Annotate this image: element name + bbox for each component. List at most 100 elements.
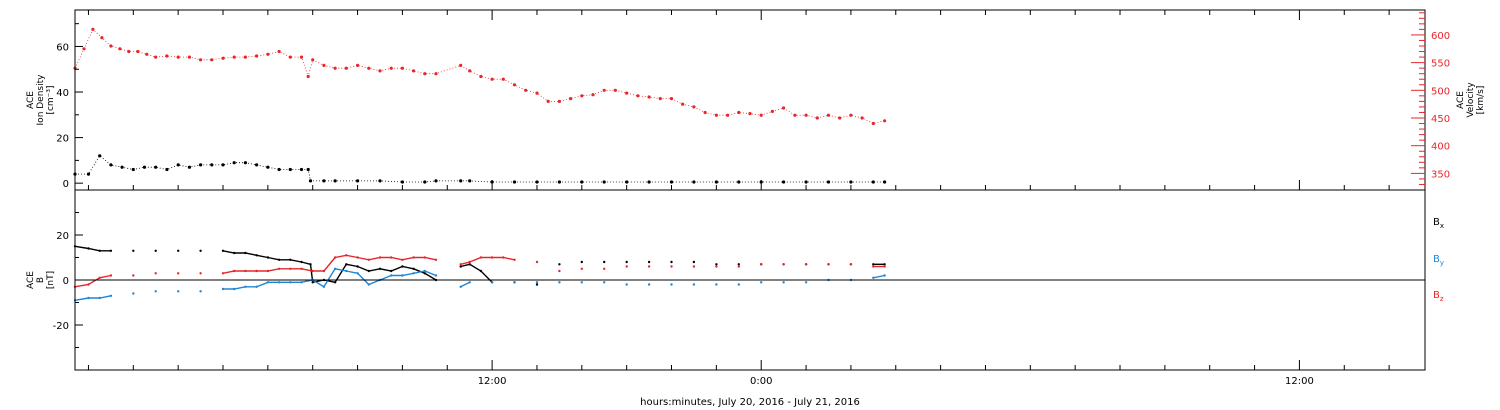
data-point xyxy=(154,272,157,275)
data-point xyxy=(580,260,583,264)
data-point xyxy=(356,256,359,259)
data-point xyxy=(154,165,158,169)
data-point xyxy=(390,274,393,277)
data-point xyxy=(535,283,539,286)
data-point xyxy=(613,88,618,92)
data-point xyxy=(400,180,404,184)
data-point xyxy=(838,116,842,120)
data-point xyxy=(412,267,415,270)
data-point xyxy=(244,269,247,273)
legend-entry: By xyxy=(1433,254,1444,267)
data-point xyxy=(277,267,281,270)
data-point xyxy=(625,283,628,286)
data-point xyxy=(98,296,101,300)
data-point xyxy=(782,106,786,110)
series-trace xyxy=(74,28,885,124)
data-point xyxy=(412,256,415,259)
data-point xyxy=(109,294,113,297)
data-point xyxy=(524,88,528,92)
data-point xyxy=(210,163,214,167)
data-point xyxy=(210,58,214,62)
data-point xyxy=(423,272,426,275)
data-point xyxy=(872,276,875,279)
data-point xyxy=(670,283,673,286)
data-point xyxy=(860,116,864,120)
data-point xyxy=(849,180,853,184)
data-point xyxy=(132,249,135,252)
data-point xyxy=(136,49,140,54)
data-point xyxy=(311,281,314,284)
data-point xyxy=(490,281,494,284)
data-point xyxy=(512,83,517,87)
data-point xyxy=(625,260,628,264)
data-point xyxy=(883,274,886,277)
data-point xyxy=(804,281,808,284)
data-point xyxy=(748,112,752,116)
density-axis-label-line: Ion Density xyxy=(36,74,46,126)
data-point xyxy=(513,281,516,284)
data-point xyxy=(176,55,180,59)
data-point xyxy=(434,258,438,261)
data-point xyxy=(647,283,651,286)
data-point xyxy=(459,63,463,67)
data-point xyxy=(714,180,719,184)
data-point xyxy=(535,281,539,284)
data-point xyxy=(827,263,830,266)
density-axis-label-line: ACE xyxy=(26,91,36,109)
data-point xyxy=(177,290,180,293)
data-point xyxy=(737,180,741,184)
data-point xyxy=(826,113,831,117)
series-trace xyxy=(75,155,885,183)
data-point xyxy=(849,113,853,117)
data-point xyxy=(580,180,584,184)
data-point xyxy=(333,281,337,284)
data-point xyxy=(221,56,225,60)
legend-subscript: y xyxy=(1440,259,1444,267)
data-point xyxy=(255,285,258,288)
data-point xyxy=(390,256,393,259)
data-point xyxy=(177,272,180,275)
data-point xyxy=(558,269,561,273)
data-point xyxy=(300,267,303,270)
data-point xyxy=(479,256,483,259)
series-line xyxy=(74,274,112,288)
data-point xyxy=(300,281,303,284)
data-point xyxy=(232,161,236,165)
data-point xyxy=(87,247,90,250)
data-point xyxy=(266,281,270,284)
data-point xyxy=(289,267,292,270)
field-axis-label-line: ACE xyxy=(26,271,36,289)
data-point xyxy=(737,263,740,266)
data-point xyxy=(871,121,875,126)
series-line xyxy=(460,281,471,288)
data-point xyxy=(558,281,561,284)
data-point xyxy=(87,296,90,300)
field-y-tick-label: -20 xyxy=(53,321,69,332)
data-point xyxy=(737,265,740,268)
data-point xyxy=(266,52,270,56)
data-point xyxy=(883,119,887,123)
data-point xyxy=(569,97,573,101)
data-point xyxy=(255,254,258,257)
data-point xyxy=(490,256,494,259)
data-point xyxy=(255,269,258,273)
data-point xyxy=(459,265,462,268)
data-point xyxy=(199,249,202,252)
data-point xyxy=(322,285,326,288)
data-point xyxy=(580,267,583,270)
data-point xyxy=(311,269,314,273)
field-y-tick-label: 20 xyxy=(56,231,69,242)
field-axis-label: ACE B [nT] xyxy=(26,271,56,289)
velocity-axis-label-line: ACE xyxy=(1456,91,1466,109)
data-point xyxy=(468,69,472,73)
data-point xyxy=(872,265,875,268)
x-tick-label: 12:00 xyxy=(478,376,507,387)
data-point xyxy=(233,251,236,255)
data-point xyxy=(669,180,674,184)
data-point xyxy=(109,274,113,277)
data-point xyxy=(603,260,606,264)
velocity-y-tick-label: 400 xyxy=(1431,142,1450,153)
data-point xyxy=(692,260,696,264)
data-point xyxy=(760,263,763,266)
field-y-tick-label: 0 xyxy=(63,276,69,287)
